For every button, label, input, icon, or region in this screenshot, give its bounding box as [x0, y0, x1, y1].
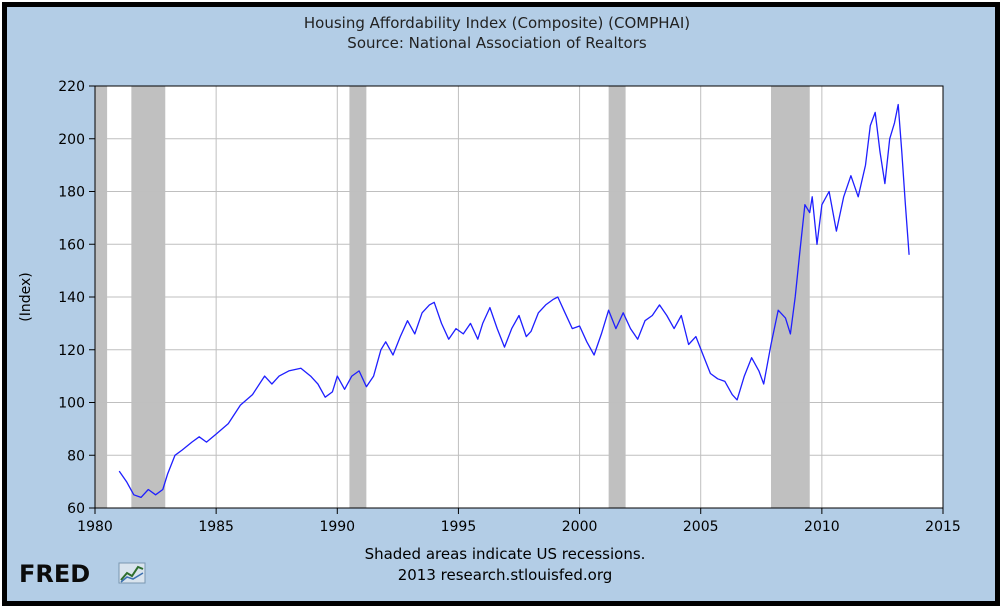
y-tick-label-80: 80: [67, 448, 85, 464]
recession-note: Shaded areas indicate US recessions.: [365, 545, 646, 563]
fred-logo: FRED: [19, 560, 146, 588]
fred-logo-text: FRED: [19, 560, 90, 588]
y-tick-label-200: 200: [58, 132, 85, 148]
series-line-0: [118, 103, 910, 499]
y-tick-label-140: 140: [58, 290, 85, 306]
x-tick-label-2010: 2010: [804, 519, 840, 535]
fred-logo-icon: [118, 562, 146, 584]
x-tick-label-1995: 1995: [441, 519, 477, 535]
chart-title: Housing Affordability Index (Composite) …: [304, 14, 690, 32]
gridlines: [95, 86, 943, 508]
series-layer: [118, 103, 910, 499]
x-tick-label-1990: 1990: [319, 519, 355, 535]
y-tick-label-160: 160: [58, 237, 85, 253]
source-credit: 2013 research.stlouisfed.org: [398, 566, 613, 584]
x-tick-label-2000: 2000: [562, 519, 598, 535]
x-tick-label-1980: 1980: [77, 519, 113, 535]
y-tick-label-180: 180: [58, 185, 85, 201]
x-tick-label-2005: 2005: [683, 519, 719, 535]
y-tick-label-120: 120: [58, 343, 85, 359]
x-tick-label-1985: 1985: [198, 519, 234, 535]
y-tick-label-100: 100: [58, 396, 85, 412]
x-tick-label-2015: 2015: [925, 519, 961, 535]
y-tick-label-220: 220: [58, 79, 85, 95]
axis-ticks: 60 80 100 120 140 160 180 200 220 1980 1985 1990 199…: [58, 79, 961, 535]
chart-svg: Housing Affordability Index (Composite) …: [18, 14, 961, 588]
y-axis-label: (Index): [18, 272, 34, 321]
y-tick-label-60: 60: [67, 501, 85, 517]
chart-subtitle: Source: National Association of Realtors: [347, 34, 647, 52]
